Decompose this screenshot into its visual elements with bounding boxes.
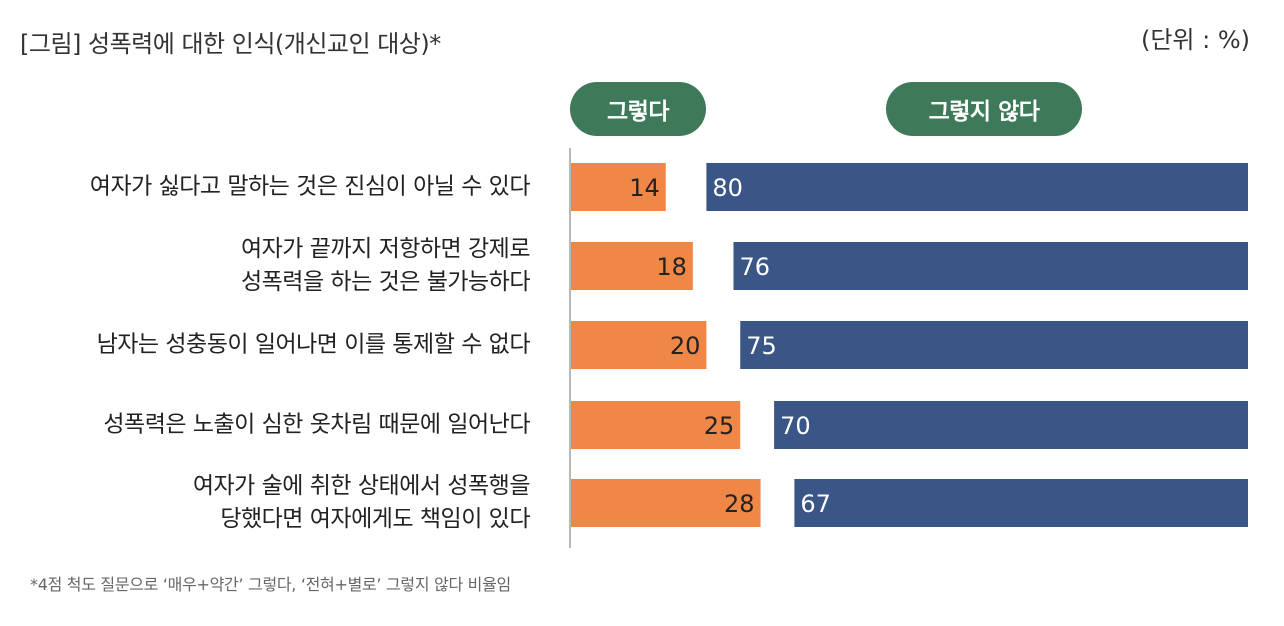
label-disagree-1: 80 <box>712 174 743 202</box>
bar-agree-5 <box>571 479 761 527</box>
category-label-5: 여자가 술에 취한 상태에서 성폭행을 당했다면 여자에게도 책임이 있다 <box>192 473 531 532</box>
category-label-2: 여자가 끝까지 저항하면 강제로 성폭력을 하는 것은 불가능하다 <box>240 236 531 295</box>
bar-disagree-5 <box>794 479 1248 527</box>
bar-disagree-1 <box>706 163 1248 211</box>
label-agree-5: 28 <box>724 490 755 518</box>
bar-disagree-3 <box>740 321 1248 369</box>
bar-disagree-2 <box>733 242 1248 290</box>
label-disagree-4: 70 <box>780 412 811 440</box>
label-disagree-5: 67 <box>800 490 831 518</box>
category-label-3: 남자는 성충동이 일어나면 이를 통제할 수 없다 <box>96 331 531 358</box>
legend-disagree-pill: 그렇지 않다 <box>886 82 1082 136</box>
category-label-4: 성폭력은 노출이 심한 옷차림 때문에 일어난다 <box>103 411 530 438</box>
label-agree-3: 20 <box>670 332 701 360</box>
legend-agree-pill: 그렇다 <box>570 82 706 136</box>
label-agree-1: 14 <box>629 174 660 202</box>
unit-label: (단위 : %) <box>1140 26 1250 54</box>
footnote: *4점 척도 질문으로 ‘매우+약간’ 그렇다, ‘전혀+별로’ 그렇지 않다 … <box>30 575 511 594</box>
chart-title: [그림] 성폭력에 대한 인식(개신교인 대상)* <box>20 30 441 58</box>
label-disagree-2: 76 <box>739 253 770 281</box>
bar-agree-4 <box>571 401 741 449</box>
label-agree-4: 25 <box>704 412 735 440</box>
label-disagree-3: 75 <box>746 332 777 360</box>
label-agree-2: 18 <box>656 253 687 281</box>
category-label-1: 여자가 싫다고 말하는 것은 진심이 아닐 수 있다 <box>89 173 531 200</box>
bar-agree-2 <box>571 242 693 290</box>
bar-agree-1 <box>571 163 666 211</box>
bar-agree-3 <box>571 321 707 369</box>
category-axis-line <box>569 148 571 548</box>
bar-disagree-4 <box>774 401 1248 449</box>
